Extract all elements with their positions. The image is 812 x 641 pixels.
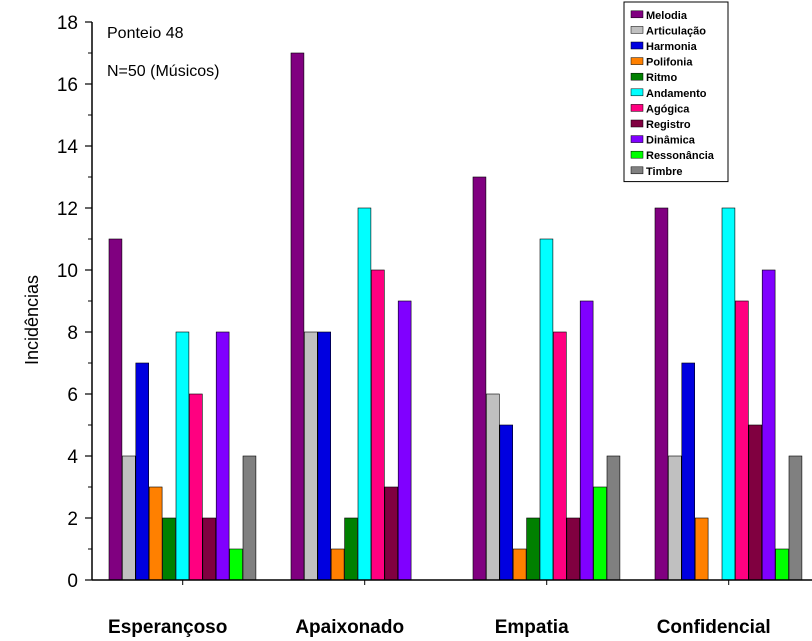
bar-ritmo-0	[162, 517, 176, 581]
legend-label: Dinâmica	[646, 135, 696, 147]
legend-swatch	[630, 88, 644, 97]
category-label: Esperançoso	[108, 617, 227, 638]
bar-polifonia-2	[512, 548, 527, 581]
bar-agógica-2	[553, 331, 567, 581]
legend-label: Ritmo	[646, 72, 677, 84]
category-label: Confidencial	[657, 617, 771, 638]
y-tick-label: 18	[57, 13, 78, 34]
bar-agógica-0	[189, 393, 203, 581]
annotation-n: N=50 (Músicos)	[107, 63, 219, 80]
bar-polifonia-0	[148, 486, 163, 581]
legend-label: Registro	[646, 119, 691, 131]
legend-swatch	[630, 119, 644, 128]
y-tick-label: 10	[57, 261, 78, 282]
y-tick-label: 16	[57, 75, 78, 96]
bar-melodia-0	[108, 238, 123, 581]
bar-timbre-2	[606, 455, 621, 581]
legend-label: Andamento	[646, 88, 707, 100]
legend-label: Agógica	[646, 103, 690, 115]
legend-label: Articulação	[646, 25, 706, 37]
legend-swatch	[630, 166, 644, 175]
bar-dinâmica-0	[215, 331, 230, 581]
bar-harmonia-1	[317, 331, 331, 581]
y-tick-label: 14	[57, 137, 79, 158]
bar-registro-3	[748, 424, 762, 581]
legend-swatch	[630, 10, 644, 19]
bar-agógica-3	[735, 300, 749, 581]
bar-dinâmica-3	[761, 269, 776, 581]
legend-swatch	[630, 41, 644, 50]
legend-label: Melodia	[646, 10, 688, 22]
annotation-ponteio: Ponteio 48	[107, 25, 184, 42]
y-tick-label: 8	[67, 323, 78, 344]
legend: Melodia Articulação Harmonia Polifonia Ritmo…	[623, 1, 729, 183]
bar-dinâmica-1	[397, 300, 412, 581]
bars-group	[108, 52, 803, 581]
category-label: Apaixonado	[295, 617, 404, 638]
category-label: Empatia	[495, 617, 569, 638]
y-tick-label: 6	[67, 385, 78, 406]
bar-polifonia-1	[330, 548, 345, 581]
bar-ressonância-2	[593, 486, 607, 581]
bar-registro-1	[384, 486, 398, 581]
bar-andamento-2	[539, 238, 554, 581]
legend-label: Ressonância	[646, 150, 715, 162]
y-tick-label: 0	[67, 571, 78, 592]
legend-swatch	[630, 72, 644, 81]
axes-group: Esperançoso Apaixonado Empatia Confidencial…	[57, 13, 812, 638]
bar-ritmo-1	[344, 517, 358, 581]
bar-andamento-1	[357, 207, 372, 581]
bar-ressonância-3	[775, 548, 789, 581]
y-axis-title: Incidências	[22, 275, 42, 365]
bar-agógica-1	[371, 269, 385, 581]
y-tick-label: 4	[67, 447, 78, 468]
y-tick-label: 12	[57, 199, 78, 220]
bar-ressonância-0	[229, 548, 243, 581]
bar-articulação-3	[668, 455, 682, 581]
legend-label: Polifonia	[646, 57, 693, 69]
bar-articulação-0	[122, 455, 136, 581]
bar-melodia-1	[290, 52, 305, 581]
legend-swatch	[630, 150, 644, 159]
legend-swatch	[630, 104, 644, 112]
bar-melodia-2	[472, 176, 487, 581]
bar-andamento-3	[721, 207, 736, 581]
bar-articulação-1	[304, 331, 318, 581]
bar-registro-0	[202, 517, 217, 581]
bar-ritmo-2	[526, 517, 540, 581]
y-tick-label: 2	[67, 509, 78, 530]
legend-label: Timbre	[646, 166, 682, 178]
bar-andamento-0	[175, 331, 190, 581]
bar-dinâmica-2	[579, 300, 594, 581]
bar-melodia-3	[654, 207, 669, 581]
bar-registro-2	[566, 517, 580, 581]
bar-timbre-3	[788, 455, 803, 581]
bar-harmonia-3	[681, 362, 695, 581]
legend-swatch	[630, 26, 644, 34]
legend-swatch	[630, 135, 644, 143]
legend-swatch	[630, 57, 644, 65]
legend-label: Harmonia	[646, 41, 698, 53]
bar-harmonia-0	[135, 362, 150, 581]
bar-timbre-0	[242, 455, 257, 581]
bar-harmonia-2	[499, 424, 513, 581]
bar-articulação-2	[486, 393, 500, 581]
bar-polifonia-3	[694, 517, 709, 581]
